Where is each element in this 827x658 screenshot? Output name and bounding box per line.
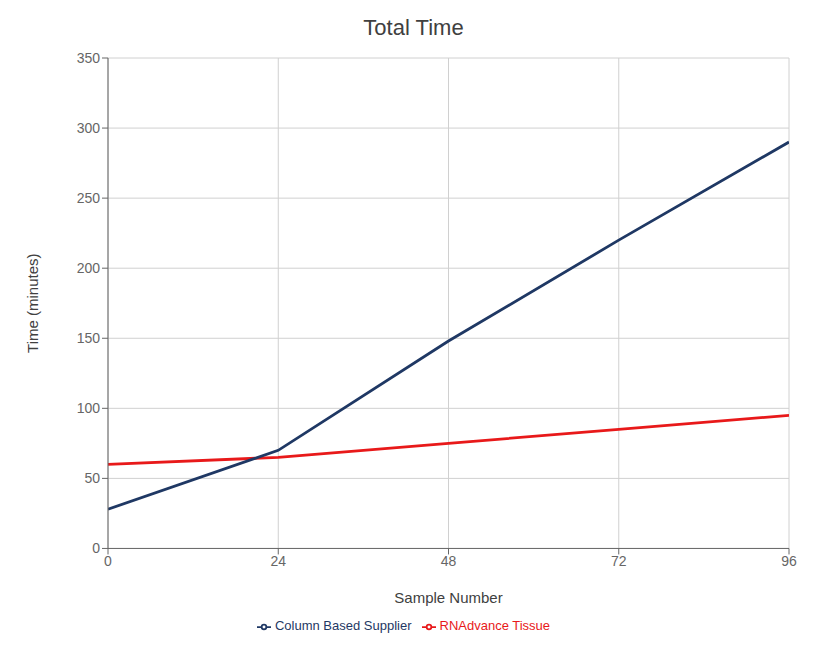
svg-text:0: 0	[104, 553, 112, 569]
svg-text:350: 350	[77, 50, 101, 66]
svg-text:200: 200	[77, 260, 101, 276]
html-text:Column Based Supplier: Column Based Supplier	[274, 618, 412, 634]
svg-text:100: 100	[77, 400, 101, 416]
svg-text:0: 0	[92, 540, 100, 556]
svg-text:96: 96	[781, 553, 797, 569]
svg-text:300: 300	[77, 120, 101, 136]
html-text:Total Time: Total Time	[363, 15, 464, 40]
svg-text:250: 250	[77, 190, 101, 206]
svg-text:24: 24	[270, 553, 286, 569]
svg-text:72: 72	[611, 553, 627, 569]
svg-text:48: 48	[441, 553, 457, 569]
svg-text:Time (minutes): Time (minutes)	[24, 253, 41, 352]
svg-text:50: 50	[84, 470, 100, 486]
html-text:RNAdvance Tissue: RNAdvance Tissue	[439, 618, 551, 634]
svg-text:150: 150	[77, 330, 101, 346]
svg-text:Sample Number: Sample Number	[394, 589, 502, 606]
